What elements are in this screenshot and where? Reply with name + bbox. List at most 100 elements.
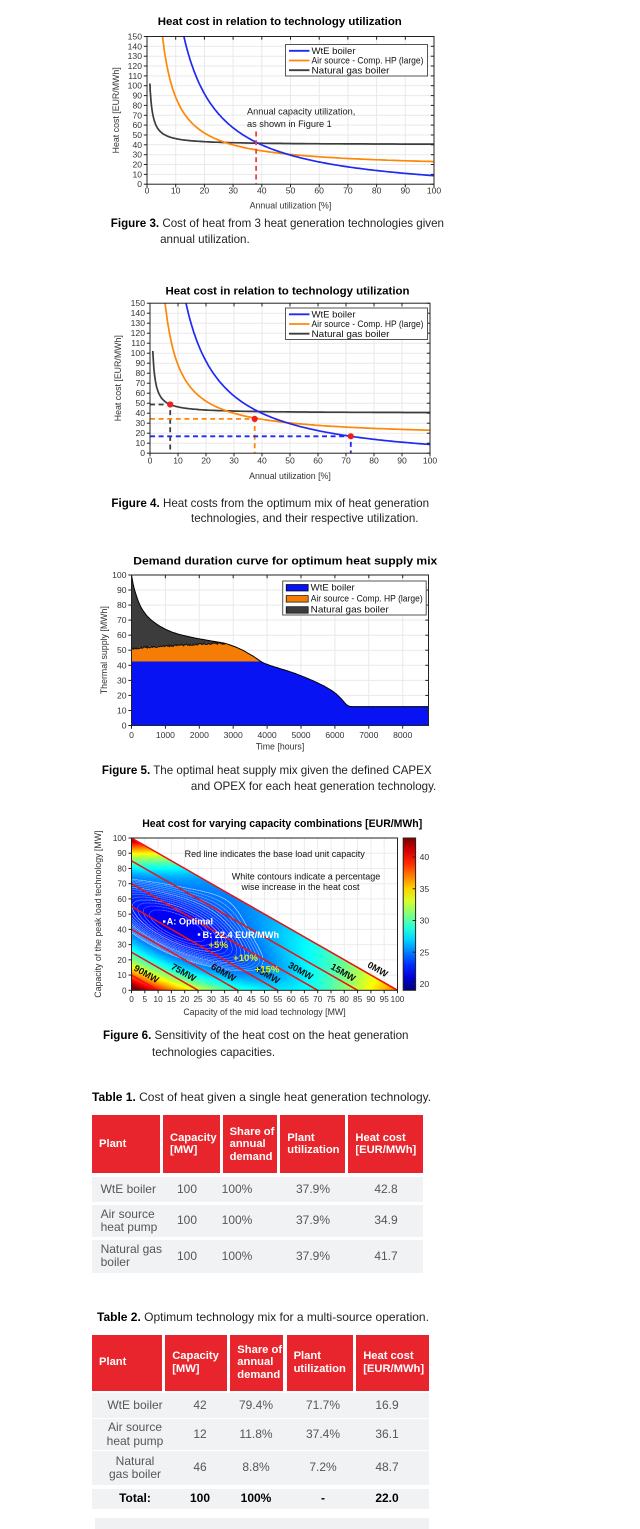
svg-text:Thermal supply [MWh]: Thermal supply [MWh] xyxy=(99,606,109,694)
svg-text:90: 90 xyxy=(117,849,127,858)
svg-text:40: 40 xyxy=(132,140,142,150)
svg-text:Natural gas boiler: Natural gas boiler xyxy=(312,65,390,75)
svg-text:0: 0 xyxy=(148,456,153,466)
svg-text:80: 80 xyxy=(117,864,127,873)
svg-text:60: 60 xyxy=(287,995,297,1004)
svg-text:+5%: +5% xyxy=(208,940,228,951)
svg-text:Air source - Comp. HP (large): Air source - Comp. HP (large) xyxy=(312,319,424,329)
svg-text:7000: 7000 xyxy=(359,730,378,740)
svg-text:50: 50 xyxy=(285,456,295,466)
svg-text:55: 55 xyxy=(273,995,283,1004)
svg-text:35: 35 xyxy=(420,884,430,894)
svg-text:25: 25 xyxy=(193,995,203,1004)
svg-text:30: 30 xyxy=(117,941,127,950)
svg-text:80: 80 xyxy=(117,600,127,610)
svg-text:White contours indicate a perc: White contours indicate a percentage xyxy=(232,872,381,882)
svg-text:90: 90 xyxy=(366,995,376,1004)
svg-text:25: 25 xyxy=(420,947,430,957)
svg-text:40: 40 xyxy=(420,852,430,862)
svg-text:40: 40 xyxy=(117,660,127,670)
svg-text:50: 50 xyxy=(135,398,145,408)
svg-text:Heat cost in relation to techn: Heat cost in relation to technology util… xyxy=(158,16,402,28)
svg-text:20: 20 xyxy=(135,428,145,438)
svg-text:150: 150 xyxy=(128,32,143,42)
svg-text:100: 100 xyxy=(131,348,146,358)
svg-text:100: 100 xyxy=(128,81,143,91)
svg-text:Heat cost [EUR/MWh]: Heat cost [EUR/MWh] xyxy=(113,335,123,421)
svg-text:WtE boiler: WtE boiler xyxy=(312,310,356,320)
svg-text:50: 50 xyxy=(132,130,142,140)
svg-text:80: 80 xyxy=(135,368,145,378)
svg-text:Time [hours]: Time [hours] xyxy=(256,742,305,752)
svg-text:60: 60 xyxy=(135,388,145,398)
svg-text:80: 80 xyxy=(369,456,379,466)
svg-text:40: 40 xyxy=(117,925,127,934)
svg-text:10: 10 xyxy=(117,706,127,716)
svg-text:150: 150 xyxy=(131,298,146,308)
svg-text:95: 95 xyxy=(380,995,390,1004)
svg-text:70: 70 xyxy=(135,378,145,388)
svg-text:30: 30 xyxy=(420,916,430,926)
svg-text:8000: 8000 xyxy=(393,730,412,740)
svg-text:20: 20 xyxy=(180,995,190,1004)
svg-text:140: 140 xyxy=(131,308,146,318)
svg-text:Natural gas boiler: Natural gas boiler xyxy=(311,605,389,615)
svg-text:70: 70 xyxy=(313,995,323,1004)
svg-text:5000: 5000 xyxy=(291,730,310,740)
svg-text:10: 10 xyxy=(173,456,183,466)
svg-text:0: 0 xyxy=(145,186,150,196)
svg-text:80: 80 xyxy=(340,995,350,1004)
svg-text:3000: 3000 xyxy=(224,730,243,740)
svg-text:20: 20 xyxy=(201,456,211,466)
svg-text:+10%: +10% xyxy=(233,953,258,964)
svg-text:130: 130 xyxy=(131,318,146,328)
svg-text:6000: 6000 xyxy=(325,730,344,740)
svg-text:80: 80 xyxy=(372,186,382,196)
svg-text:30: 30 xyxy=(117,675,127,685)
svg-text:30: 30 xyxy=(207,995,217,1004)
svg-text:2000: 2000 xyxy=(190,730,209,740)
svg-text:10: 10 xyxy=(135,438,145,448)
svg-text:10: 10 xyxy=(132,169,142,179)
svg-text:75: 75 xyxy=(326,995,336,1004)
svg-text:50: 50 xyxy=(260,995,270,1004)
svg-text:20: 20 xyxy=(132,160,142,170)
svg-text:20: 20 xyxy=(117,956,127,965)
svg-text:B: 22.4 EUR/MWh: B: 22.4 EUR/MWh xyxy=(203,930,280,940)
svg-text:120: 120 xyxy=(131,328,146,338)
svg-text:1000: 1000 xyxy=(156,730,175,740)
svg-text:WtE boiler: WtE boiler xyxy=(311,583,355,593)
svg-text:35: 35 xyxy=(220,995,230,1004)
svg-text:100: 100 xyxy=(113,834,127,843)
svg-text:85: 85 xyxy=(353,995,363,1004)
svg-text:5: 5 xyxy=(143,995,148,1004)
svg-text:0: 0 xyxy=(122,986,127,995)
svg-text:Air source - Comp. HP (large): Air source - Comp. HP (large) xyxy=(311,594,423,604)
svg-text:0: 0 xyxy=(122,721,127,731)
svg-text:70: 70 xyxy=(132,110,142,120)
svg-text:30: 30 xyxy=(229,456,239,466)
svg-text:60: 60 xyxy=(117,895,127,904)
svg-text:20: 20 xyxy=(420,979,430,989)
svg-text:Annual utilization [%]: Annual utilization [%] xyxy=(250,201,332,211)
svg-text:Annual capacity utilization,: Annual capacity utilization, xyxy=(247,107,355,117)
svg-text:50: 50 xyxy=(117,645,127,655)
svg-text:0: 0 xyxy=(129,995,134,1004)
svg-text:Capacity of the peak load tech: Capacity of the peak load technology [MW… xyxy=(93,831,103,998)
svg-text:60: 60 xyxy=(117,630,127,640)
svg-text:70: 70 xyxy=(117,615,127,625)
svg-text:100: 100 xyxy=(391,995,405,1004)
svg-text:60: 60 xyxy=(314,186,324,196)
svg-text:WtE boiler: WtE boiler xyxy=(312,46,356,56)
svg-text:90: 90 xyxy=(132,91,142,101)
svg-text:4000: 4000 xyxy=(258,730,277,740)
svg-text:0: 0 xyxy=(140,448,145,458)
svg-text:Heat cost for varying capacity: Heat cost for varying capacity combinati… xyxy=(142,818,422,830)
svg-text:A: Optimal: A: Optimal xyxy=(167,917,213,927)
svg-text:70: 70 xyxy=(341,456,351,466)
svg-text:15: 15 xyxy=(167,995,177,1004)
svg-text:Natural gas boiler: Natural gas boiler xyxy=(312,329,390,339)
svg-text:0MW: 0MW xyxy=(366,960,390,980)
svg-text:45: 45 xyxy=(247,995,257,1004)
svg-text:100: 100 xyxy=(427,186,442,196)
